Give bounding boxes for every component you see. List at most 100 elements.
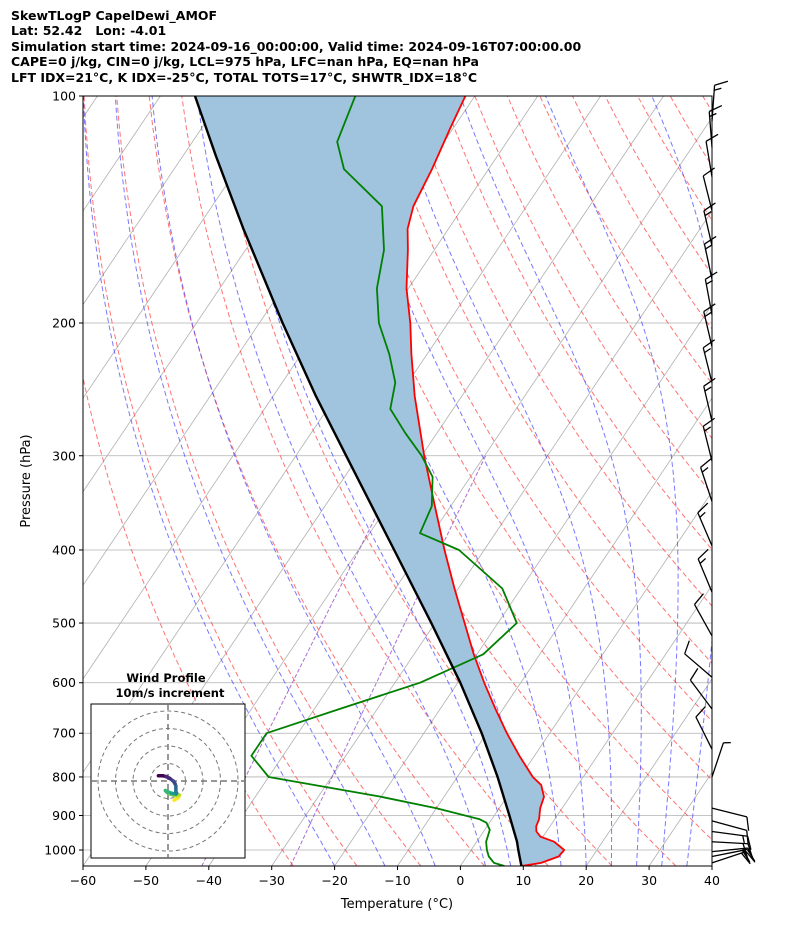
x-tick-label: 30	[641, 873, 657, 888]
wind-barb-shaft	[702, 175, 713, 211]
wind-barb-flag	[705, 133, 719, 142]
wind-barb-shaft	[702, 347, 713, 383]
dry-adiabat	[702, 96, 712, 113]
dry-adiabat	[181, 96, 549, 866]
wind-barb	[703, 202, 716, 246]
wind-barb-flag	[689, 668, 699, 681]
moist-adiabat	[114, 96, 386, 866]
wind-barb	[702, 417, 716, 462]
cape-line: CAPE=0 j/kg, CIN=0 j/kg, LCL=975 hPa, LF…	[11, 54, 479, 70]
wind-barb-shaft	[705, 141, 713, 177]
wind-barb	[697, 502, 713, 547]
dry-adiabat	[83, 375, 294, 866]
profile-lines	[193, 96, 566, 866]
wind-barb-half-flag	[699, 511, 706, 518]
dry-adiabat	[669, 96, 712, 167]
wind-barb	[711, 841, 753, 858]
wind-barb-flag	[697, 502, 709, 514]
wind-barb	[702, 167, 716, 211]
dry-adiabat	[474, 96, 712, 495]
isotherm--110	[83, 96, 287, 399]
moist-adiabat	[651, 96, 712, 866]
chart-title: SkewTLogP CapelDewi_AMOF	[11, 8, 218, 23]
wind-barb	[711, 807, 750, 831]
wind-barb-flag	[700, 458, 712, 468]
wind-barb	[702, 339, 716, 383]
wind-barb	[697, 548, 713, 593]
dry-adiabat	[572, 96, 712, 330]
cin-fill-area	[195, 96, 565, 866]
wind-barb-shaft	[711, 830, 748, 837]
wind-barb	[711, 741, 731, 778]
x-tick-label: −40	[196, 873, 222, 888]
adiabat-lines	[83, 96, 794, 866]
dry-adiabat	[83, 96, 358, 866]
wind-barb-shaft	[703, 311, 713, 347]
wind-barb	[703, 377, 716, 422]
wind-barb-flag	[703, 303, 716, 313]
dry-adiabat	[148, 96, 485, 866]
wind-barb-shaft	[711, 807, 748, 818]
y-axis-label: Pressure (hPa)	[19, 434, 34, 527]
dry-adiabat	[279, 96, 712, 841]
moist-adiabat	[545, 96, 679, 866]
isotherm--30	[271, 210, 712, 866]
wind-barb-half-flag	[714, 87, 722, 91]
wind-barb	[711, 820, 749, 845]
wind-barb	[689, 668, 713, 710]
wind-barb-half-flag	[704, 386, 712, 392]
isotherm--40	[208, 116, 712, 866]
wind-barb-shaft	[693, 604, 713, 637]
wind-barb-flag	[740, 852, 751, 865]
wind-barb-shaft	[711, 848, 748, 858]
y-tick-label: 700	[52, 726, 76, 741]
chart-header: SkewTLogP CapelDewi_AMOF Lat: 52.42 Lon:…	[11, 8, 581, 85]
wind-barb	[711, 80, 729, 122]
x-axis-label: Temperature (°C)	[340, 897, 453, 912]
dewpoint-line	[250, 96, 518, 866]
dry-adiabat	[735, 96, 794, 866]
wind-barb-flag	[714, 80, 729, 86]
y-tick-label: 800	[52, 769, 76, 784]
y-tick-label: 900	[52, 808, 76, 823]
wind-barb	[699, 458, 713, 502]
y-tick-label: 300	[52, 448, 76, 463]
wind-barb-flag	[747, 836, 752, 850]
wind-barb-shaft	[695, 716, 713, 750]
parcel-line	[193, 96, 523, 866]
wind-barb-shaft	[711, 85, 716, 122]
wind-barb	[703, 235, 717, 280]
wind-barb-flag	[702, 167, 716, 177]
dry-adiabat	[213, 96, 613, 866]
wind-barb-flag	[697, 548, 709, 560]
x-tick-label: 0	[456, 873, 464, 888]
location-line: Lat: 52.42 Lon: -4.01	[11, 23, 167, 39]
mixing-ratio-line	[201, 455, 408, 866]
wind-barb-flag	[695, 706, 706, 718]
wind-barb-flag	[746, 816, 750, 831]
wind-barb-half-flag	[704, 211, 712, 217]
moist-adiabat	[83, 96, 336, 866]
y-tick-label: 400	[52, 542, 76, 557]
wind-barb-shaft	[703, 386, 713, 422]
wind-barb-shaft	[711, 742, 725, 778]
wind-barb-flag	[702, 417, 716, 427]
isotherm--120	[83, 96, 224, 306]
dry-adiabat	[604, 96, 712, 276]
wind-barb	[705, 133, 719, 177]
wind-barb-shaft	[703, 210, 713, 246]
moist-adiabat	[337, 96, 587, 866]
wind-barb-shaft	[697, 512, 713, 547]
wind-barb-half-flag	[704, 347, 712, 354]
wind-barb-flag	[684, 640, 690, 655]
dry-adiabat	[506, 96, 712, 440]
y-tick-label: 200	[52, 315, 76, 330]
isotherm-10	[522, 584, 712, 866]
dry-adiabat	[768, 96, 794, 866]
dry-adiabat	[409, 96, 712, 607]
wind-barb	[684, 640, 713, 678]
hodograph-ring	[97, 710, 239, 852]
wind-barb-shaft	[711, 847, 748, 853]
moist-adiabat	[196, 96, 487, 866]
x-tick-label: −60	[70, 873, 96, 888]
